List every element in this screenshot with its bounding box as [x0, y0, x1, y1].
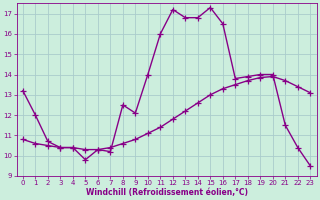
X-axis label: Windchill (Refroidissement éolien,°C): Windchill (Refroidissement éolien,°C)	[85, 188, 248, 197]
